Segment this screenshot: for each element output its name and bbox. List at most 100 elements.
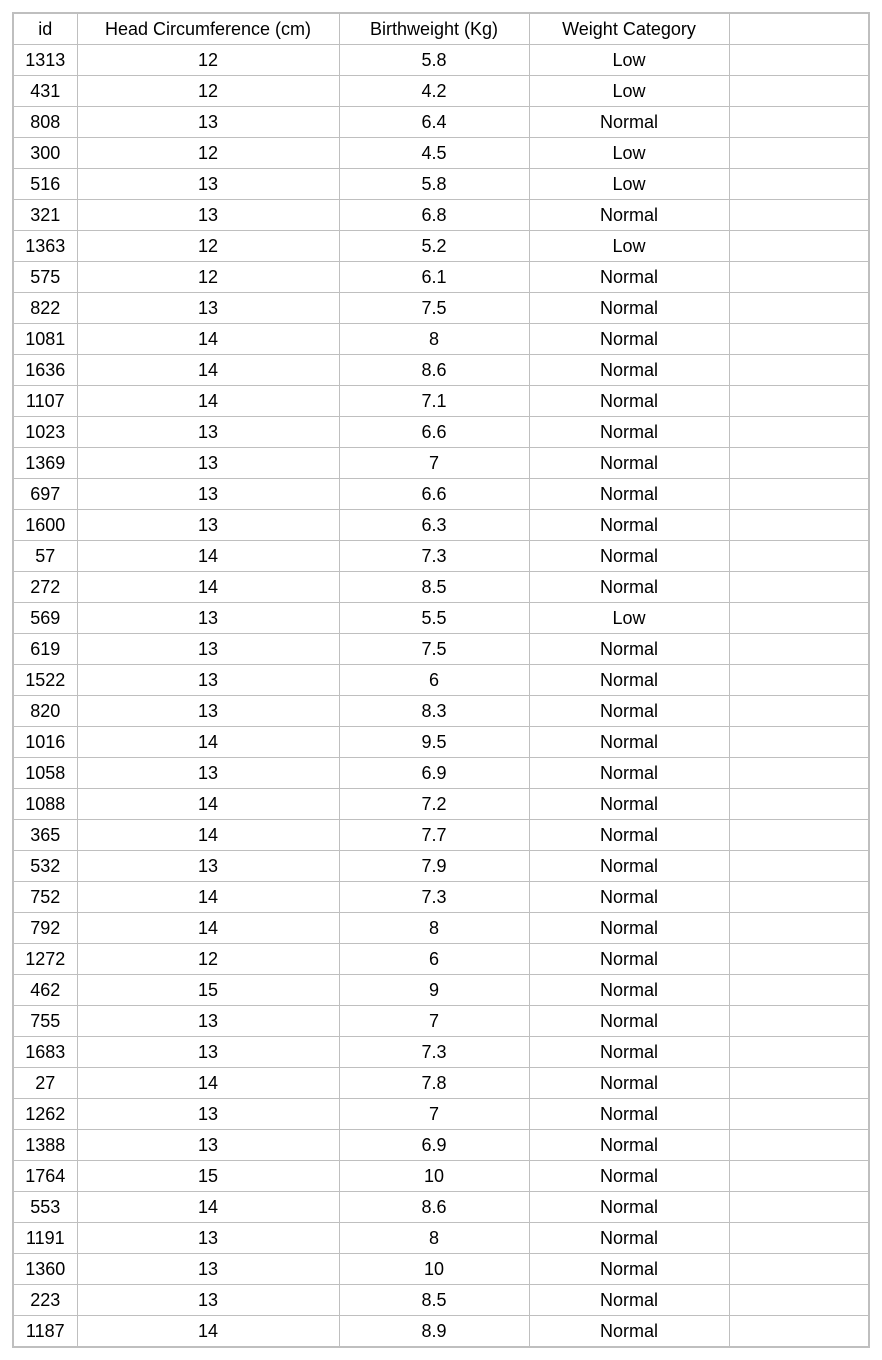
cell-id: 1088 [13,789,77,820]
cell-extra [729,944,869,975]
cell-birthweight: 4.2 [339,76,529,107]
cell-birthweight: 5.5 [339,603,529,634]
table-body: 1313125.8Low431124.2Low808136.4Normal300… [13,45,869,1348]
cell-head-circumference: 15 [77,1161,339,1192]
cell-head-circumference: 13 [77,479,339,510]
cell-extra [729,1316,869,1348]
table-row: 619137.5Normal [13,634,869,665]
cell-weight-category: Normal [529,541,729,572]
cell-id: 223 [13,1285,77,1316]
cell-weight-category: Normal [529,510,729,541]
cell-extra [729,820,869,851]
table-row: 1522136Normal [13,665,869,696]
cell-weight-category: Normal [529,1285,729,1316]
cell-birthweight: 8 [339,913,529,944]
cell-head-circumference: 13 [77,169,339,200]
cell-id: 27 [13,1068,77,1099]
cell-extra [729,386,869,417]
cell-head-circumference: 13 [77,758,339,789]
cell-id: 1262 [13,1099,77,1130]
cell-extra [729,231,869,262]
table-row: 1313125.8Low [13,45,869,76]
table-row: 1600136.3Normal [13,510,869,541]
table-row: 697136.6Normal [13,479,869,510]
cell-id: 619 [13,634,77,665]
cell-extra [729,758,869,789]
cell-extra [729,1006,869,1037]
table-row: 1636148.6Normal [13,355,869,386]
cell-head-circumference: 13 [77,1037,339,1068]
cell-weight-category: Low [529,76,729,107]
cell-birthweight: 7 [339,448,529,479]
cell-id: 365 [13,820,77,851]
cell-id: 1016 [13,727,77,758]
cell-extra [729,1130,869,1161]
cell-head-circumference: 13 [77,696,339,727]
cell-head-circumference: 12 [77,262,339,293]
table-row: 272148.5Normal [13,572,869,603]
table-row: 532137.9Normal [13,851,869,882]
cell-birthweight: 7.9 [339,851,529,882]
cell-birthweight: 8.5 [339,1285,529,1316]
table-row: 575126.1Normal [13,262,869,293]
cell-id: 462 [13,975,77,1006]
cell-id: 1388 [13,1130,77,1161]
cell-birthweight: 6.8 [339,200,529,231]
table-row: 1058136.9Normal [13,758,869,789]
cell-weight-category: Normal [529,1161,729,1192]
table-row: 1363125.2Low [13,231,869,262]
col-header-birthweight: Birthweight (Kg) [339,13,529,45]
cell-head-circumference: 13 [77,1223,339,1254]
cell-extra [729,510,869,541]
cell-extra [729,665,869,696]
table-row: 1683137.3Normal [13,1037,869,1068]
cell-head-circumference: 13 [77,665,339,696]
cell-extra [729,479,869,510]
table-row: 1081148Normal [13,324,869,355]
cell-extra [729,1285,869,1316]
col-header-weight-category: Weight Category [529,13,729,45]
cell-head-circumference: 14 [77,355,339,386]
cell-head-circumference: 14 [77,882,339,913]
table-row: 13601310Normal [13,1254,869,1285]
cell-extra [729,1099,869,1130]
cell-birthweight: 6.3 [339,510,529,541]
cell-id: 1191 [13,1223,77,1254]
cell-weight-category: Normal [529,1037,729,1068]
cell-birthweight: 6.4 [339,107,529,138]
cell-weight-category: Low [529,45,729,76]
cell-extra [729,76,869,107]
cell-weight-category: Normal [529,386,729,417]
cell-birthweight: 7.3 [339,1037,529,1068]
table-row: 300124.5Low [13,138,869,169]
table-row: 569135.5Low [13,603,869,634]
cell-extra [729,324,869,355]
cell-weight-category: Low [529,603,729,634]
cell-extra [729,913,869,944]
cell-weight-category: Normal [529,665,729,696]
cell-weight-category: Normal [529,882,729,913]
cell-birthweight: 7.5 [339,293,529,324]
cell-birthweight: 8.9 [339,1316,529,1348]
cell-id: 516 [13,169,77,200]
cell-id: 1363 [13,231,77,262]
cell-id: 1764 [13,1161,77,1192]
table-row: 1023136.6Normal [13,417,869,448]
cell-extra [729,107,869,138]
table-row: 1262137Normal [13,1099,869,1130]
table-row: 1191138Normal [13,1223,869,1254]
cell-weight-category: Normal [529,572,729,603]
col-header-id: id [13,13,77,45]
cell-head-circumference: 14 [77,386,339,417]
cell-weight-category: Normal [529,758,729,789]
cell-head-circumference: 14 [77,1316,339,1348]
cell-birthweight: 7 [339,1099,529,1130]
table-row: 1016149.5Normal [13,727,869,758]
cell-head-circumference: 14 [77,1068,339,1099]
cell-id: 755 [13,1006,77,1037]
cell-extra [729,1068,869,1099]
cell-birthweight: 8.6 [339,355,529,386]
data-table: id Head Circumference (cm) Birthweight (… [12,12,870,1348]
cell-head-circumference: 14 [77,727,339,758]
cell-birthweight: 6.9 [339,1130,529,1161]
